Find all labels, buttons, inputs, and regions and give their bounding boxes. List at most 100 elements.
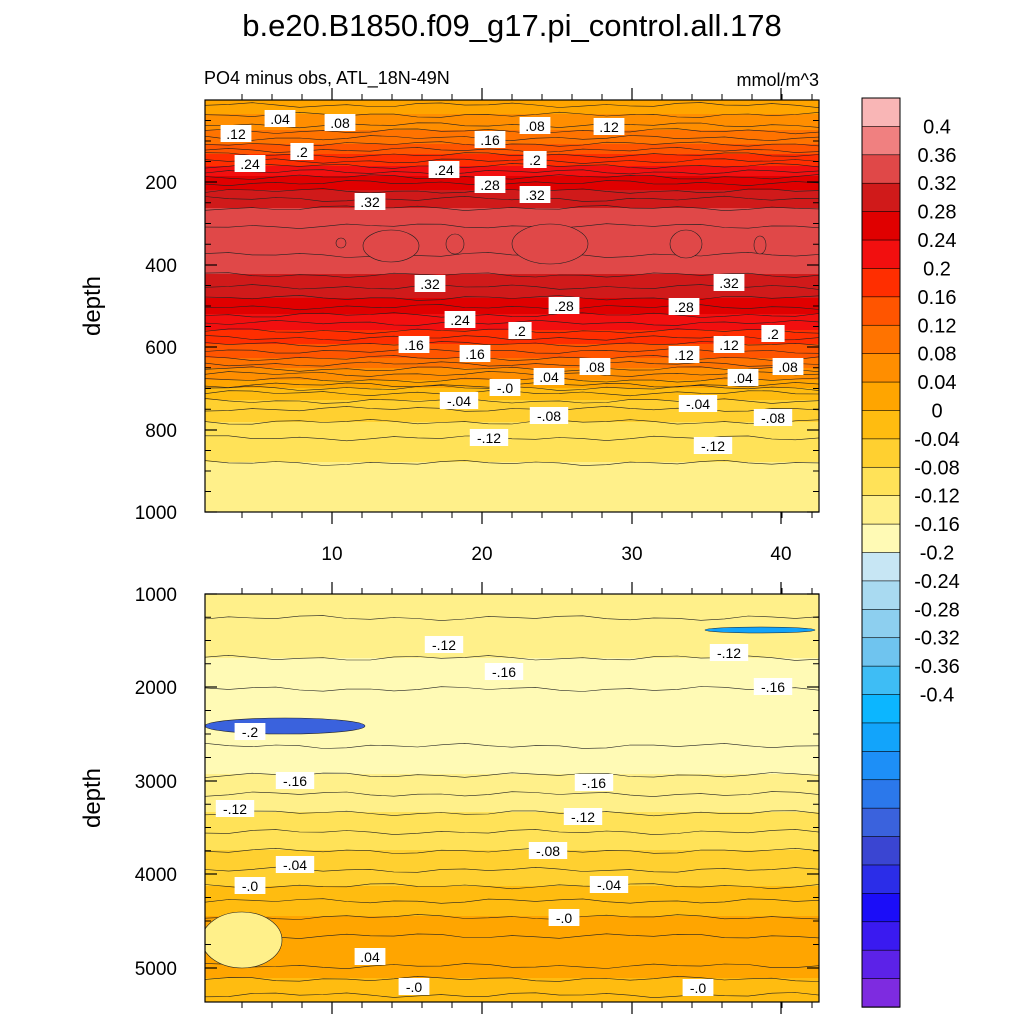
contour-label: -.0 [690, 980, 707, 996]
heatmap-band [205, 654, 819, 657]
heatmap-band [205, 724, 819, 727]
x-tick-label: 10 [321, 544, 342, 565]
heatmap-band [205, 682, 819, 685]
heatmap-band [205, 434, 819, 437]
heatmap-band [205, 938, 819, 941]
heatmap-band [205, 768, 819, 771]
heatmap-band [205, 844, 819, 847]
heatmap-band [205, 180, 819, 183]
heatmap-band [205, 600, 819, 603]
heatmap-band [205, 900, 819, 903]
heatmap-band [205, 352, 819, 355]
heatmap-band [205, 786, 819, 789]
heatmap-band [205, 356, 819, 359]
heatmap-band [205, 246, 819, 249]
contour-label-box [574, 774, 614, 791]
heatmap-band [205, 190, 819, 193]
heatmap-band [205, 310, 819, 313]
heatmap-band [205, 878, 819, 881]
heatmap-band [205, 760, 819, 763]
heatmap-band [205, 846, 819, 849]
contour-line [205, 294, 819, 301]
heatmap-band [205, 942, 819, 945]
heatmap-band [205, 468, 819, 471]
contour-label-box [727, 369, 759, 386]
heatmap-band [205, 248, 819, 251]
colorbar-swatch [861, 722, 901, 753]
contour-label-box [548, 297, 580, 314]
contour-label-box [324, 114, 356, 131]
heatmap-band [205, 288, 819, 291]
colorbar-level-label: -0.28 [914, 599, 960, 621]
contour-label-box [682, 979, 714, 996]
contour-label-box [474, 176, 506, 193]
heatmap-band [205, 624, 819, 627]
contour-label: -.0 [497, 380, 514, 396]
heatmap-band [205, 466, 819, 469]
heatmap-band [205, 216, 819, 219]
heatmap-band [205, 256, 819, 259]
heatmap-band [205, 742, 819, 745]
x-tick-label: 30 [621, 544, 642, 565]
contour-label: .24 [450, 312, 470, 328]
contour-line [205, 975, 819, 982]
y-axis-label: depth [79, 768, 106, 828]
heatmap-band [205, 412, 819, 415]
contour-line [205, 963, 819, 970]
heatmap-band [205, 954, 819, 957]
heatmap-band [205, 154, 819, 157]
heatmap-band [205, 744, 819, 747]
contour-label-box [709, 644, 749, 661]
contour-line [205, 122, 819, 129]
heatmap-band [205, 818, 819, 821]
heatmap-band [205, 136, 819, 139]
heatmap-band [205, 748, 819, 751]
contour-label-box [753, 678, 793, 695]
heatmap-band [205, 226, 819, 229]
contour-label: -.0 [406, 979, 423, 995]
heatmap-band [205, 488, 819, 491]
contour-label: .08 [525, 118, 545, 134]
heatmap-band [205, 218, 819, 221]
y-tick-label: 800 [145, 421, 177, 442]
colorbar-swatch [861, 211, 901, 241]
heatmap-band [205, 794, 819, 797]
heatmap-band [205, 870, 819, 873]
colorbar-level-label: -0.4 [920, 685, 954, 707]
heatmap-band [205, 442, 819, 445]
heatmap-band [205, 750, 819, 753]
heatmap-band [205, 610, 819, 613]
contour-label: .08 [778, 359, 798, 375]
heatmap-band [205, 832, 819, 835]
heatmap-band [205, 484, 819, 487]
heatmap-band [205, 318, 819, 321]
contour-line [205, 933, 819, 939]
heatmap-band [205, 882, 819, 885]
heatmap-band [205, 802, 819, 805]
contour-label-box [593, 118, 625, 135]
contour-line [205, 686, 819, 692]
heatmap-band [205, 472, 819, 475]
heatmap-band [205, 980, 819, 983]
contour-label-box [753, 409, 793, 426]
contour-label-box [354, 193, 386, 210]
contour-label: .12 [719, 337, 739, 353]
colorbar-swatch [861, 637, 901, 667]
heatmap-band [205, 320, 819, 323]
contour-label-box [275, 856, 315, 873]
colorbar-swatch [861, 495, 901, 525]
heatmap-band [205, 764, 819, 767]
heatmap-band [205, 738, 819, 741]
colorbar-swatch [861, 751, 901, 781]
heatmap-band [205, 176, 819, 179]
contour-label: .12 [674, 347, 694, 363]
heatmap-band [205, 778, 819, 781]
contour-label-box [459, 345, 491, 362]
contour-line [205, 847, 819, 854]
contour-label-box [354, 948, 386, 965]
colorbar-swatch [861, 864, 901, 895]
heatmap-band [205, 972, 819, 975]
heatmap-band [205, 774, 819, 777]
heatmap-band [205, 876, 819, 879]
heatmap-band [205, 618, 819, 621]
